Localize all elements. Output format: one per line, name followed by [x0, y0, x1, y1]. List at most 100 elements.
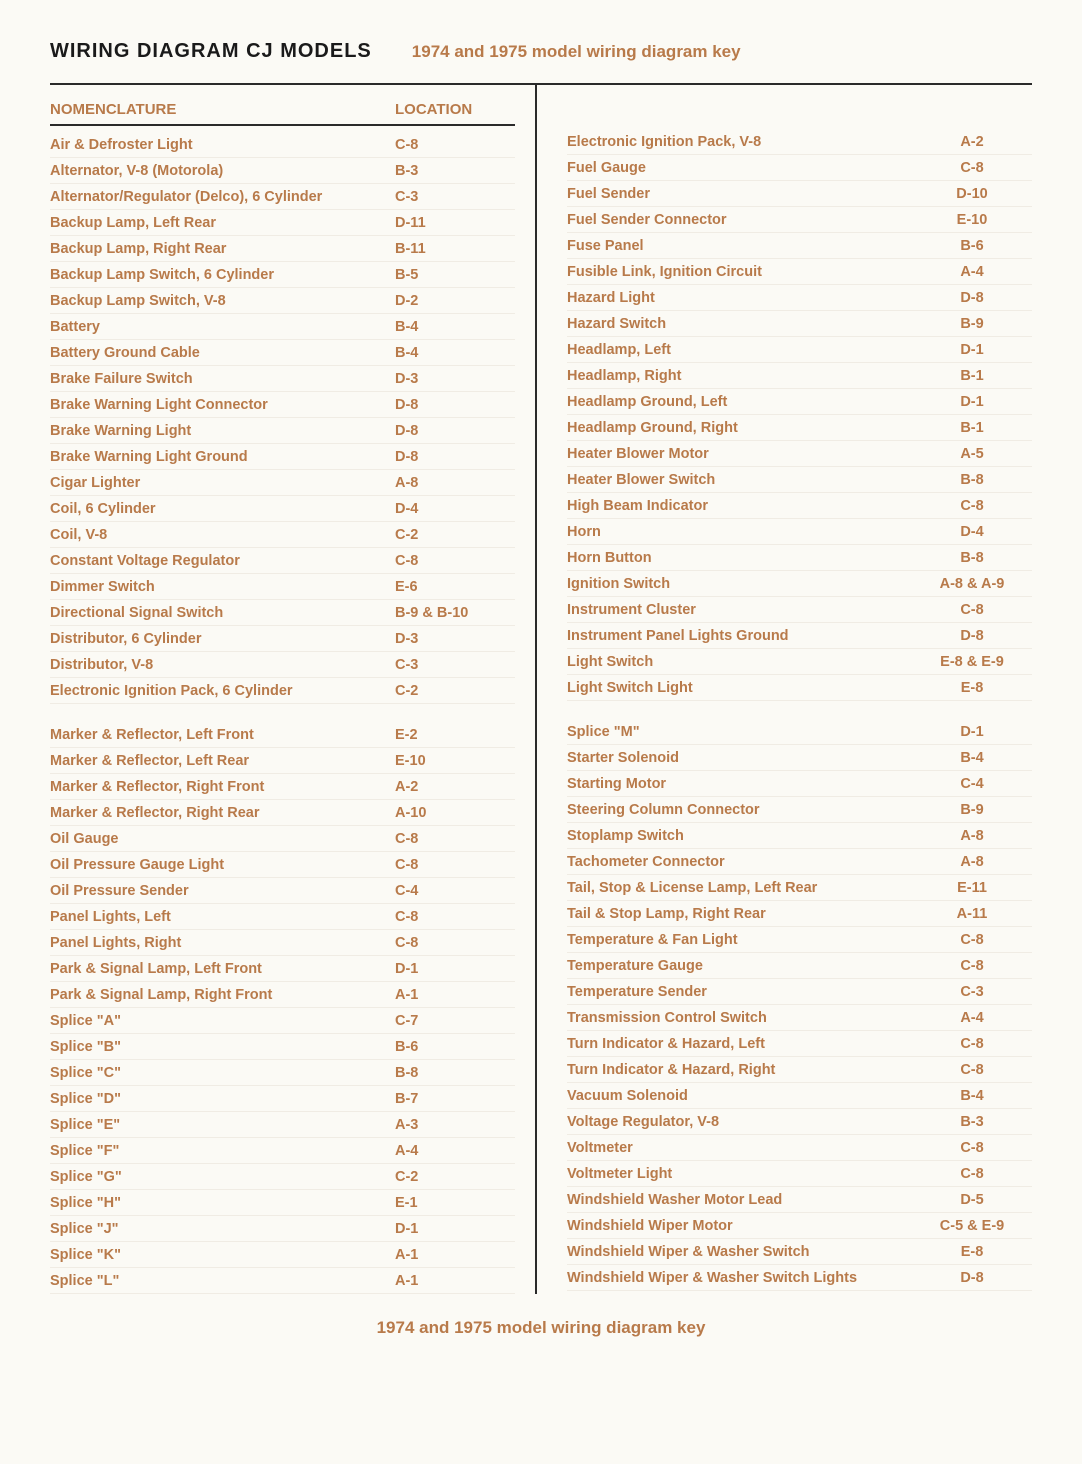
- table-row: Starter SolenoidB-4: [567, 745, 1032, 771]
- location-cell: A-2: [912, 134, 1032, 150]
- nomenclature-cell: Marker & Reflector, Right Rear: [50, 805, 395, 821]
- table-row: Turn Indicator & Hazard, RightC-8: [567, 1057, 1032, 1083]
- table-row: Voltage Regulator, V-8B-3: [567, 1109, 1032, 1135]
- location-cell: B-8: [912, 550, 1032, 566]
- location-cell: C-2: [395, 683, 515, 699]
- nomenclature-cell: Oil Pressure Sender: [50, 883, 395, 899]
- location-cell: A-4: [912, 264, 1032, 280]
- location-cell: E-8: [912, 680, 1032, 696]
- location-cell: C-4: [395, 883, 515, 899]
- table-row: Marker & Reflector, Right FrontA-2: [50, 774, 515, 800]
- table-row: Fuse PanelB-6: [567, 233, 1032, 259]
- location-cell: D-8: [395, 397, 515, 413]
- nomenclature-cell: Splice "L": [50, 1273, 395, 1289]
- nomenclature-cell: Battery Ground Cable: [50, 345, 395, 361]
- left-group-1: Air & Defroster LightC-8Alternator, V-8 …: [50, 132, 515, 704]
- location-cell: C-8: [912, 932, 1032, 948]
- table-row: Fuel SenderD-10: [567, 181, 1032, 207]
- nomenclature-cell: Temperature Sender: [567, 984, 912, 1000]
- nomenclature-cell: Electronic Ignition Pack, V-8: [567, 134, 912, 150]
- table-row: Steering Column ConnectorB-9: [567, 797, 1032, 823]
- nomenclature-cell: Splice "K": [50, 1247, 395, 1263]
- location-cell: B-3: [912, 1114, 1032, 1130]
- location-cell: D-4: [395, 501, 515, 517]
- location-cell: C-8: [912, 1036, 1032, 1052]
- group-gap: [567, 701, 1032, 719]
- nomenclature-cell: Oil Gauge: [50, 831, 395, 847]
- nomenclature-cell: Hazard Light: [567, 290, 912, 306]
- nomenclature-cell: Splice "J": [50, 1221, 395, 1237]
- table-row: Headlamp Ground, RightB-1: [567, 415, 1032, 441]
- location-cell: B-11: [395, 241, 515, 257]
- location-cell: C-2: [395, 1169, 515, 1185]
- table-row: Splice "C"B-8: [50, 1060, 515, 1086]
- location-cell: B-9: [912, 316, 1032, 332]
- table-row: Fuel GaugeC-8: [567, 155, 1032, 181]
- footer-caption: 1974 and 1975 model wiring diagram key: [50, 1318, 1032, 1338]
- table-row: Light SwitchE-8 & E-9: [567, 649, 1032, 675]
- location-cell: C-8: [912, 1166, 1032, 1182]
- nomenclature-cell: Headlamp, Left: [567, 342, 912, 358]
- table-row: Brake Warning Light ConnectorD-8: [50, 392, 515, 418]
- table-row: Windshield Wiper & Washer SwitchE-8: [567, 1239, 1032, 1265]
- location-cell: B-5: [395, 267, 515, 283]
- location-cell: D-3: [395, 371, 515, 387]
- location-cell: A-11: [912, 906, 1032, 922]
- nomenclature-cell: Backup Lamp, Right Rear: [50, 241, 395, 257]
- table-row: Panel Lights, RightC-8: [50, 930, 515, 956]
- nomenclature-cell: Stoplamp Switch: [567, 828, 912, 844]
- table-row: Splice "G"C-2: [50, 1164, 515, 1190]
- table-row: Tail & Stop Lamp, Right RearA-11: [567, 901, 1032, 927]
- table-row: High Beam IndicatorC-8: [567, 493, 1032, 519]
- location-cell: A-5: [912, 446, 1032, 462]
- table-row: Tachometer ConnectorA-8: [567, 849, 1032, 875]
- nomenclature-cell: Ignition Switch: [567, 576, 912, 592]
- nomenclature-cell: Light Switch: [567, 654, 912, 670]
- nomenclature-cell: Park & Signal Lamp, Right Front: [50, 987, 395, 1003]
- table-row: Splice "D"B-7: [50, 1086, 515, 1112]
- location-cell: A-8: [395, 475, 515, 491]
- nomenclature-cell: Splice "A": [50, 1013, 395, 1029]
- location-cell: C-3: [395, 657, 515, 673]
- location-cell: C-8: [395, 831, 515, 847]
- table-row: Horn ButtonB-8: [567, 545, 1032, 571]
- nomenclature-cell: Voltmeter: [567, 1140, 912, 1156]
- nomenclature-cell: Horn Button: [567, 550, 912, 566]
- table-row: Temperature SenderC-3: [567, 979, 1032, 1005]
- location-cell: E-10: [912, 212, 1032, 228]
- table-row: Fuel Sender ConnectorE-10: [567, 207, 1032, 233]
- page-title: WIRING DIAGRAM CJ MODELS: [50, 40, 372, 63]
- location-cell: D-8: [912, 1270, 1032, 1286]
- location-cell: B-4: [395, 319, 515, 335]
- nomenclature-cell: High Beam Indicator: [567, 498, 912, 514]
- location-cell: E-2: [395, 727, 515, 743]
- table-row: Marker & Reflector, Right RearA-10: [50, 800, 515, 826]
- nomenclature-cell: Splice "B": [50, 1039, 395, 1055]
- location-cell: C-7: [395, 1013, 515, 1029]
- table-row: Headlamp, LeftD-1: [567, 337, 1032, 363]
- nomenclature-cell: Starting Motor: [567, 776, 912, 792]
- location-cell: A-1: [395, 1247, 515, 1263]
- table-row: Alternator/Regulator (Delco), 6 Cylinder…: [50, 184, 515, 210]
- nomenclature-cell: Voltage Regulator, V-8: [567, 1114, 912, 1130]
- location-cell: B-1: [912, 420, 1032, 436]
- location-cell: D-1: [912, 342, 1032, 358]
- nomenclature-cell: Park & Signal Lamp, Left Front: [50, 961, 395, 977]
- table-row: Dimmer SwitchE-6: [50, 574, 515, 600]
- table-row: Tail, Stop & License Lamp, Left RearE-11: [567, 875, 1032, 901]
- nomenclature-cell: Cigar Lighter: [50, 475, 395, 491]
- location-cell: A-1: [395, 1273, 515, 1289]
- location-cell: D-1: [912, 394, 1032, 410]
- table-row: Turn Indicator & Hazard, LeftC-8: [567, 1031, 1032, 1057]
- nomenclature-cell: Splice "M": [567, 724, 912, 740]
- nomenclature-cell: Splice "G": [50, 1169, 395, 1185]
- nomenclature-cell: Tail, Stop & License Lamp, Left Rear: [567, 880, 912, 896]
- location-cell: D-5: [912, 1192, 1032, 1208]
- location-cell: B-4: [912, 1088, 1032, 1104]
- table-row: Brake Warning LightD-8: [50, 418, 515, 444]
- nomenclature-cell: Fuse Panel: [567, 238, 912, 254]
- nomenclature-cell: Headlamp, Right: [567, 368, 912, 384]
- nomenclature-cell: Air & Defroster Light: [50, 137, 395, 153]
- table-row: Splice "K"A-1: [50, 1242, 515, 1268]
- nomenclature-cell: Fuel Sender Connector: [567, 212, 912, 228]
